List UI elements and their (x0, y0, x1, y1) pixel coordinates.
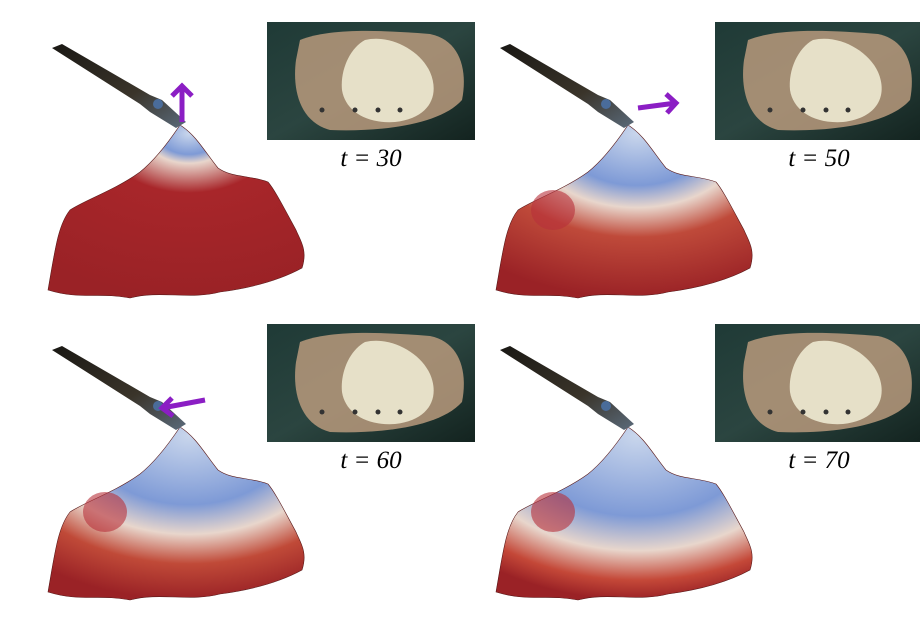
marker-dot (375, 107, 381, 113)
marker-dot (319, 107, 325, 113)
photo-skin (789, 340, 882, 425)
tissue-mesh (47, 124, 305, 299)
inset-photo (267, 324, 475, 442)
marker-dot (845, 409, 851, 415)
caption: t = 30 (340, 145, 402, 172)
robot-tool (52, 346, 186, 430)
arrow (170, 82, 194, 122)
marker-dot (767, 409, 773, 415)
photo-skin (341, 38, 434, 123)
caption: t = 70 (788, 447, 850, 474)
marker-dot (823, 107, 829, 113)
panel: t = 50 (495, 22, 920, 299)
tool-joint (153, 99, 163, 109)
robot-tool (500, 44, 634, 128)
marker-dot (375, 409, 381, 415)
panel: t = 70 (495, 324, 920, 601)
marker-dot (397, 107, 403, 113)
marker-dot (767, 107, 773, 113)
marker-dot (800, 409, 806, 415)
tissue-mesh (495, 124, 753, 299)
robot-tool (500, 346, 634, 430)
arrow (158, 396, 206, 419)
red-region (83, 492, 127, 532)
tool-joint (601, 99, 611, 109)
tissue-mesh (495, 426, 753, 601)
marker-dot (397, 409, 403, 415)
robot-tool (52, 44, 186, 128)
marker-dot (352, 107, 358, 113)
photo-skin (341, 340, 434, 425)
arrow (637, 92, 680, 115)
marker-dot (352, 409, 358, 415)
marker-dot (800, 107, 806, 113)
red-region (531, 190, 575, 230)
panel: t = 60 (47, 324, 475, 601)
inset-photo (267, 22, 475, 140)
inset-photo (715, 324, 920, 442)
marker-dot (823, 409, 829, 415)
red-region (531, 492, 575, 532)
marker-dot (845, 107, 851, 113)
marker-dot (319, 409, 325, 415)
caption: t = 60 (340, 447, 402, 474)
tissue-mesh (47, 426, 305, 601)
inset-photo (715, 22, 920, 140)
caption: t = 50 (788, 145, 850, 172)
panel: t = 30 (47, 22, 475, 299)
tool-joint (601, 401, 611, 411)
photo-skin (789, 38, 882, 123)
